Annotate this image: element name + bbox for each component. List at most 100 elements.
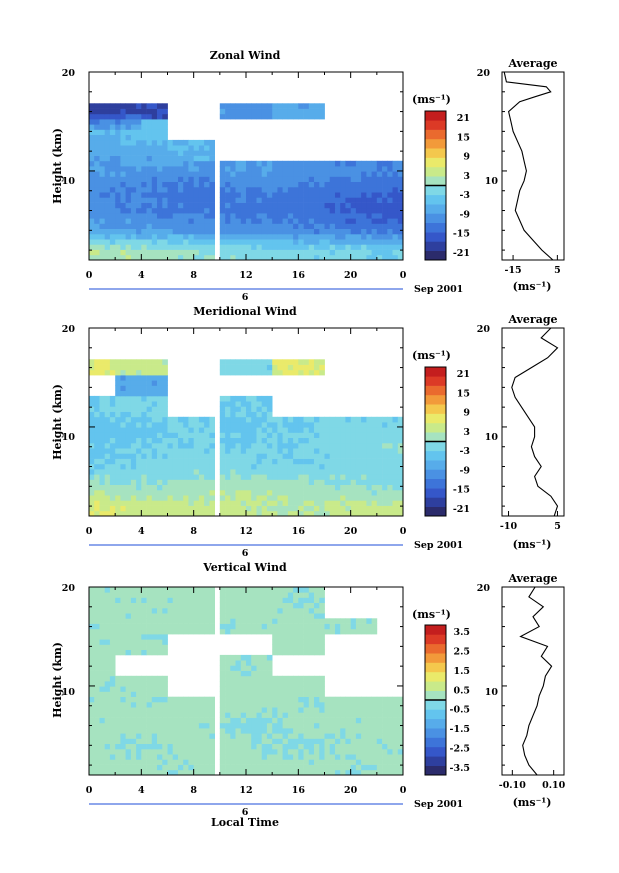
heatmap-cell xyxy=(204,696,210,703)
heatmap-cell xyxy=(89,453,95,459)
heatmap-cell xyxy=(261,369,268,376)
heatmap-cell xyxy=(314,244,320,250)
heatmap-cell xyxy=(115,181,121,188)
heatmap-cell xyxy=(94,437,100,444)
heatmap-cell xyxy=(376,510,383,517)
heatmap-cell xyxy=(183,155,189,162)
heatmap-cell xyxy=(99,602,106,609)
heatmap-cell xyxy=(104,764,111,771)
heatmap-cell xyxy=(266,406,273,412)
heatmap-cell xyxy=(104,427,111,433)
heatmap-cell xyxy=(397,748,404,755)
heatmap-cell xyxy=(319,458,325,465)
heatmap-cell xyxy=(136,686,142,692)
heatmap-cell xyxy=(251,754,257,760)
heatmap-cell xyxy=(204,722,210,729)
heatmap-cell xyxy=(198,587,205,593)
heatmap-cell xyxy=(162,359,168,365)
heatmap-cell xyxy=(371,202,378,209)
heatmap-cell xyxy=(198,769,205,776)
heatmap-cell xyxy=(246,437,252,444)
heatmap-cell xyxy=(376,171,383,177)
heatmap-cell xyxy=(261,432,268,438)
heatmap-cell xyxy=(361,722,367,729)
heatmap-cell xyxy=(240,754,247,760)
heatmap-cell xyxy=(209,618,215,624)
heatmap-cell xyxy=(293,364,299,371)
heatmap-cell xyxy=(172,701,179,708)
heatmap-cell xyxy=(193,743,200,750)
heatmap-cell xyxy=(120,160,126,167)
heatmap-cell xyxy=(89,644,95,650)
heatmap-cell xyxy=(376,254,383,261)
heatmap-cell xyxy=(115,607,121,614)
heatmap-cell xyxy=(266,427,273,433)
heatmap-cell xyxy=(219,707,226,713)
heatmap-cell xyxy=(167,244,174,250)
heatmap-cell xyxy=(235,675,242,682)
heatmap-cell xyxy=(219,592,226,598)
heatmap-cell xyxy=(319,489,325,496)
heatmap-cell xyxy=(151,233,158,240)
heatmap-cell xyxy=(141,489,147,496)
heatmap-cell xyxy=(376,228,383,235)
heatmap-cell xyxy=(151,613,158,619)
heatmap-cell xyxy=(314,759,320,765)
heatmap-cell xyxy=(198,437,205,444)
heatmap-cell xyxy=(99,416,106,423)
heatmap-cell xyxy=(167,437,174,444)
heatmap-cell xyxy=(376,249,383,256)
x-tick-label: 12 xyxy=(239,526,252,537)
heatmap-cell xyxy=(89,495,95,501)
heatmap-cell xyxy=(387,181,393,188)
heatmap-cell xyxy=(246,484,252,491)
heatmap-cell xyxy=(319,202,325,209)
heatmap-cell xyxy=(178,701,184,708)
heatmap-cell xyxy=(125,359,132,365)
heatmap-cell xyxy=(392,453,399,459)
heatmap-cell xyxy=(256,691,263,697)
heatmap-cell xyxy=(235,728,242,734)
heatmap-cell xyxy=(335,733,341,739)
heatmap-cell xyxy=(219,254,226,261)
heatmap-cell xyxy=(392,495,399,501)
heatmap-cell xyxy=(225,453,231,459)
heatmap-cell xyxy=(376,754,383,760)
heatmap-cell xyxy=(361,223,367,229)
heatmap-cell xyxy=(272,437,278,444)
heatmap-cell xyxy=(99,364,106,371)
heatmap-cell xyxy=(366,437,372,444)
heatmap-cell xyxy=(387,233,393,240)
heatmap-cell xyxy=(162,479,168,485)
heatmap-cell xyxy=(99,644,106,650)
heatmap-cell xyxy=(308,437,315,444)
heatmap-cell xyxy=(355,458,362,465)
heatmap-cell xyxy=(172,759,179,765)
heatmap-cell xyxy=(256,748,263,755)
heatmap-cell xyxy=(230,369,236,376)
heatmap-cell xyxy=(293,587,299,593)
heatmap-cell xyxy=(99,479,106,485)
heatmap-cell xyxy=(335,197,341,203)
heatmap-cell xyxy=(183,484,189,491)
heatmap-cell xyxy=(99,660,106,666)
heatmap-cell xyxy=(235,495,242,501)
heatmap-cell xyxy=(99,228,106,235)
heatmap-cell xyxy=(141,759,147,765)
heatmap-cell xyxy=(314,623,320,630)
heatmap-cell xyxy=(298,628,304,635)
heatmap-cell xyxy=(162,681,168,687)
heatmap-cell xyxy=(94,717,100,724)
heatmap-cell xyxy=(361,197,367,203)
heatmap-cell xyxy=(178,728,184,734)
heatmap-cell xyxy=(298,103,304,109)
colorbar-band xyxy=(425,488,446,498)
heatmap-cell xyxy=(193,474,200,480)
heatmap-cell xyxy=(324,696,331,703)
heatmap-cell xyxy=(282,171,289,177)
heatmap-cell xyxy=(355,618,362,624)
heatmap-cell xyxy=(146,681,153,687)
heatmap-cell xyxy=(366,733,372,739)
heatmap-cell xyxy=(272,628,278,635)
heatmap-cell xyxy=(361,717,367,724)
